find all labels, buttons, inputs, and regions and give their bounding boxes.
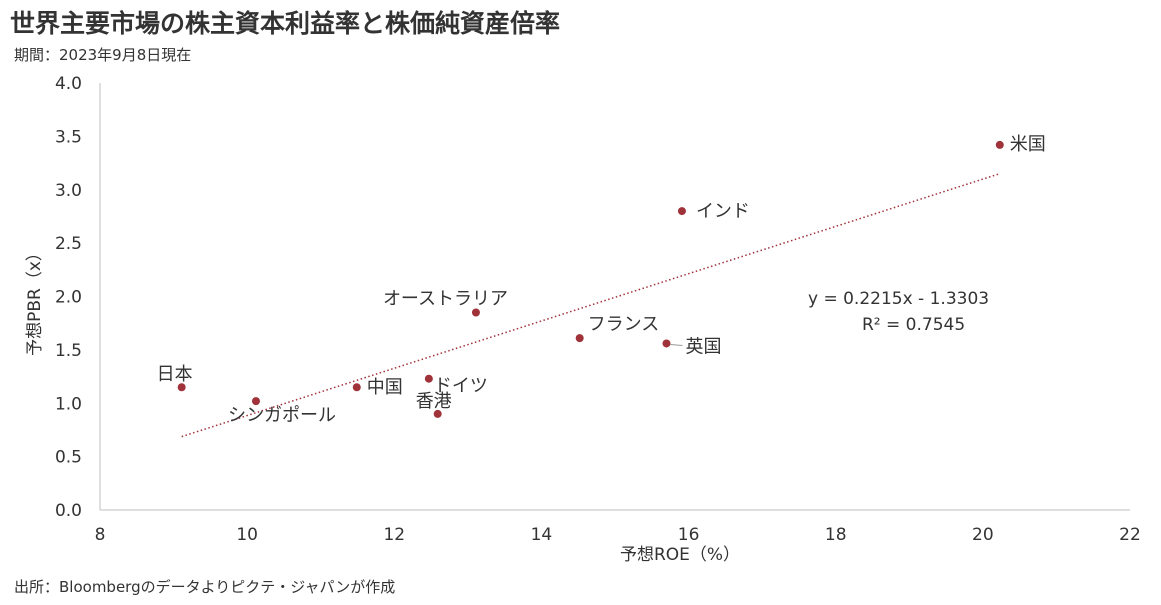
label-leader-line	[670, 343, 683, 346]
trend-equation: y = 0.2215x - 1.3303	[808, 289, 989, 309]
y-tick-label: 0.5	[55, 448, 82, 468]
x-tick-label: 12	[383, 525, 405, 545]
data-point	[433, 409, 442, 418]
data-label: インド	[696, 201, 750, 222]
data-point	[662, 339, 671, 348]
y-tick-label: 2.5	[55, 234, 82, 254]
data-point	[677, 207, 686, 216]
trendline	[181, 172, 1001, 438]
y-tick-label: 4.0	[55, 74, 82, 94]
data-label: 香港	[416, 391, 452, 412]
data-point	[995, 140, 1004, 149]
x-tick-label: 10	[236, 525, 258, 545]
x-tick-label: 18	[825, 525, 847, 545]
data-label: ドイツ	[434, 376, 488, 397]
data-point	[352, 383, 361, 392]
x-tick-label: 14	[531, 525, 553, 545]
data-label: 中国	[367, 377, 403, 398]
data-label: 英国	[686, 336, 722, 357]
y-tick-label: 0.0	[55, 501, 82, 521]
x-tick-label: 20	[972, 525, 994, 545]
y-tick-label: 3.5	[55, 127, 82, 147]
x-tick-label: 8	[95, 525, 106, 545]
y-tick-label: 1.5	[55, 341, 82, 361]
data-label: シンガポール	[228, 405, 336, 426]
data-point	[575, 334, 584, 343]
data-point	[177, 383, 186, 392]
data-point	[424, 374, 433, 383]
y-tick-label: 2.0	[55, 288, 82, 308]
data-label: 米国	[1010, 134, 1046, 155]
data-label: フランス	[588, 314, 660, 335]
chart-subtitle: 期間：2023年9月8日現在	[14, 46, 192, 64]
chart-title: 世界主要市場の株主資本利益率と株価純資産倍率	[10, 9, 561, 38]
data-point	[251, 397, 260, 406]
x-tick-label: 16	[678, 525, 700, 545]
data-label: オーストラリア	[383, 289, 508, 310]
y-axis-label: 予想PBR（x）	[25, 244, 45, 356]
data-label: 日本	[157, 364, 193, 385]
data-point	[471, 308, 480, 317]
trend-r2: R² = 0.7545	[862, 315, 965, 335]
y-tick-label: 1.0	[55, 394, 82, 414]
x-axis-label: 予想ROE（%）	[620, 545, 740, 565]
source-note: 出所：Bloombergのデータよりピクテ・ジャパンが作成	[14, 578, 396, 596]
y-tick-label: 3.0	[55, 181, 82, 201]
x-tick-label: 22	[1119, 525, 1141, 545]
